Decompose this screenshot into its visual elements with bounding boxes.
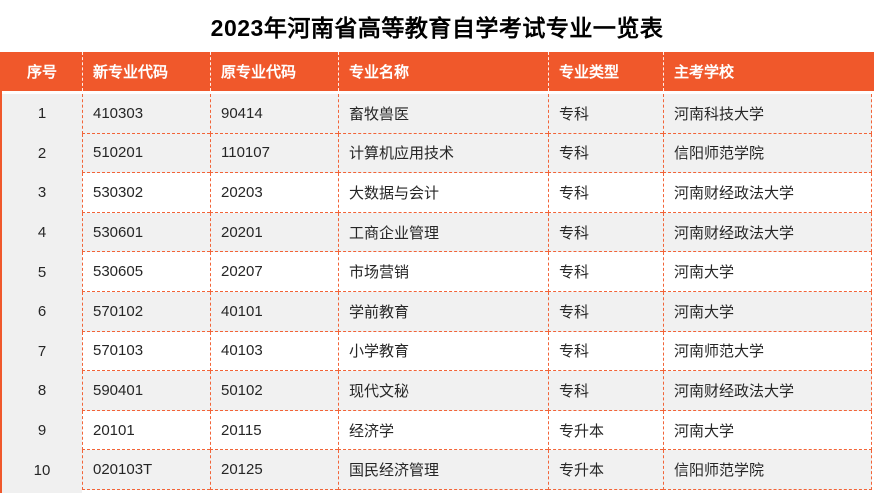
table-row: 4 530601 20201 工商企业管理 专科 河南财经政法大学 (2, 212, 874, 253)
table-cell-new_code: 020103T (82, 450, 210, 490)
table-cell-old_code: 20201 (210, 212, 338, 253)
table-cell-school: 河南大学 (663, 410, 872, 451)
table-cell-name: 国民经济管理 (338, 450, 548, 490)
column-header-school: 主考学校 (663, 52, 872, 91)
table-cell-old_code: 20115 (210, 410, 338, 451)
table-cell-old_code: 50102 (210, 371, 338, 411)
table-cell-index: 2 (2, 133, 82, 174)
table-cell-school: 河南师范大学 (663, 331, 872, 372)
table-cell-type: 专升本 (548, 450, 663, 490)
table-row: 9 20101 20115 经济学 专升本 河南大学 (2, 410, 874, 451)
table-cell-new_code: 530302 (82, 173, 210, 213)
table-cell-name: 计算机应用技术 (338, 133, 548, 174)
table-cell-name: 小学教育 (338, 331, 548, 372)
table-cell-school: 信阳师范学院 (663, 450, 872, 490)
table-cell-index: 4 (2, 212, 82, 253)
table-cell-name: 工商企业管理 (338, 212, 548, 253)
table-row: 7 570103 40103 小学教育 专科 河南师范大学 (2, 331, 874, 372)
table-cell-index: 9 (2, 410, 82, 451)
table-cell-type: 专科 (548, 291, 663, 332)
table-row: 1 410303 90414 畜牧兽医 专科 河南科技大学 (2, 94, 874, 134)
table-cell-old_code: 20125 (210, 450, 338, 490)
table-cell-name: 畜牧兽医 (338, 94, 548, 134)
table-cell-name: 大数据与会计 (338, 173, 548, 213)
table-cell-new_code: 590401 (82, 371, 210, 411)
table-cell-type: 专科 (548, 133, 663, 174)
table-cell-new_code: 410303 (82, 94, 210, 134)
column-header-new-code: 新专业代码 (82, 52, 210, 91)
table-cell-new_code: 570103 (82, 331, 210, 372)
table-cell-name: 现代文秘 (338, 371, 548, 411)
table-cell-school: 河南财经政法大学 (663, 173, 872, 213)
table-cell-index: 3 (2, 173, 82, 213)
table-cell-new_code: 570102 (82, 291, 210, 332)
table-cell-type: 专科 (548, 371, 663, 411)
column-header-index: 序号 (26, 64, 57, 81)
table-cell-school: 河南财经政法大学 (663, 212, 872, 253)
table-row: 3 530302 20203 大数据与会计 专科 河南财经政法大学 (2, 173, 874, 213)
table-cell-new_code: 510201 (82, 133, 210, 174)
table-cell-name: 经济学 (338, 410, 548, 451)
table-cell-index: 7 (2, 331, 82, 372)
table-bottom-strip (2, 489, 874, 493)
table-cell-type: 专升本 (548, 410, 663, 451)
table-cell-index: 10 (2, 450, 82, 490)
column-header-type: 专业类型 (548, 52, 663, 91)
table-row: 5 530605 20207 市场营销 专科 河南大学 (2, 252, 874, 292)
table-cell-old_code: 40103 (210, 331, 338, 372)
table-cell-new_code: 530605 (82, 252, 210, 292)
table-cell-index: 6 (2, 291, 82, 332)
column-header-old-code: 原专业代码 (210, 52, 338, 91)
table-row: 2 510201 110107 计算机应用技术 专科 信阳师范学院 (2, 133, 874, 174)
table-cell-name: 市场营销 (338, 252, 548, 292)
table-cell-old_code: 40101 (210, 291, 338, 332)
table-cell-type: 专科 (548, 331, 663, 372)
table-cell-school: 河南科技大学 (663, 94, 872, 134)
table-header-row: 序号 新专业代码 原专业代码 专业名称 专业类型 主考学校 (2, 52, 874, 91)
table-cell-school: 河南大学 (663, 291, 872, 332)
table-cell-index: 1 (2, 94, 82, 134)
header-body-divider (2, 91, 874, 94)
table-cell-school: 信阳师范学院 (663, 133, 872, 174)
table-row: 10 020103T 20125 国民经济管理 专升本 信阳师范学院 (2, 450, 874, 490)
table-cell-old_code: 20203 (210, 173, 338, 213)
majors-table: 序号 新专业代码 原专业代码 专业名称 专业类型 主考学校 1 410303 904… (0, 52, 874, 493)
table-cell-school: 河南财经政法大学 (663, 371, 872, 411)
table-row: 6 570102 40101 学前教育 专科 河南大学 (2, 291, 874, 332)
table-row: 8 590401 50102 现代文秘 专科 河南财经政法大学 (2, 371, 874, 411)
page-title: 2023年河南省高等教育自学考试专业一览表 (210, 15, 664, 41)
table-cell-new_code: 530601 (82, 212, 210, 253)
table-cell-type: 专科 (548, 212, 663, 253)
table-cell-old_code: 20207 (210, 252, 338, 292)
table-cell-index: 5 (2, 252, 82, 292)
table-cell-old_code: 90414 (210, 94, 338, 134)
table-cell-name: 学前教育 (338, 291, 548, 332)
table-cell-school: 河南大学 (663, 252, 872, 292)
table-cell-type: 专科 (548, 173, 663, 213)
table-cell-type: 专科 (548, 94, 663, 134)
index-column-tail (2, 489, 82, 493)
table-cell-old_code: 110107 (210, 133, 338, 174)
table-cell-type: 专科 (548, 252, 663, 292)
table-cell-new_code: 20101 (82, 410, 210, 451)
table-body: 1 410303 90414 畜牧兽医 专科 河南科技大学 2 510201 110107 计算机… (2, 94, 874, 490)
table-cell-index: 8 (2, 371, 82, 411)
column-header-name: 专业名称 (338, 52, 548, 91)
